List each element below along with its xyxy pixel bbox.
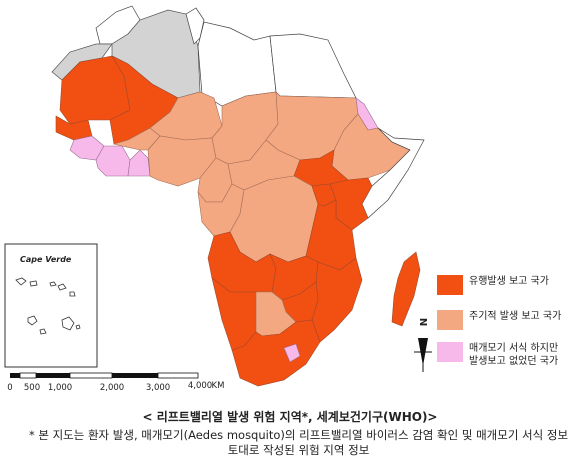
- region-malawi-mozambique: [311, 257, 363, 343]
- scale-tick: 2,000: [100, 383, 124, 393]
- scale-tick: 1,000: [48, 383, 72, 393]
- scale-tick: 0: [7, 383, 12, 393]
- inset-title: Cape Verde: [20, 255, 72, 264]
- legend-swatch: [437, 342, 463, 362]
- legend-label: 주기적 발생 보고 국가: [469, 311, 562, 322]
- scale-bar: 0 500 1,000 2,000 3,000 4,000 KM: [7, 372, 225, 393]
- caption-title: < 리프트밸리열 발생 위험 지역*, 세계보건기구(WHO)>: [142, 410, 438, 424]
- legend-swatch: [437, 275, 463, 295]
- legend-item-periodic: 주기적 발생 보고 국가: [437, 310, 561, 330]
- legend-item-vector-only: 매개모기 서식 하지만 발생보고 없었던 국가: [437, 342, 558, 368]
- north-label: N: [419, 318, 430, 326]
- caption-note: * 본 지도는 환자 발생, 매개모기(Aedes mosquito)의 리프트…: [28, 428, 569, 457]
- scale-tick: 500: [24, 383, 40, 393]
- north-arrow: N: [414, 318, 432, 372]
- region-lesotho: [283, 343, 301, 363]
- region-cote-divoire: [95, 145, 131, 177]
- legend-item-outbreak: 유행발생 보고 국가: [437, 275, 549, 295]
- cape-verde-inset: Cape Verde: [4, 243, 98, 368]
- legend-label: 유행발생 보고 국가: [469, 276, 549, 287]
- region-egypt: [269, 33, 357, 99]
- scale-unit: KM: [212, 381, 225, 391]
- scale-tick: 3,000: [146, 383, 170, 393]
- legend-label: 매개모기 서식 하지만 발생보고 없었던 국가: [469, 343, 559, 367]
- scale-tick: 4,000: [188, 381, 212, 391]
- region-madagascar: [391, 251, 421, 327]
- legend-swatch: [437, 310, 463, 330]
- region-south-africa: [231, 319, 321, 387]
- region-ghana: [127, 149, 151, 177]
- africa-map: Cape Verde 0 500 1,000 2,000 3,000 4,000…: [4, 5, 432, 393]
